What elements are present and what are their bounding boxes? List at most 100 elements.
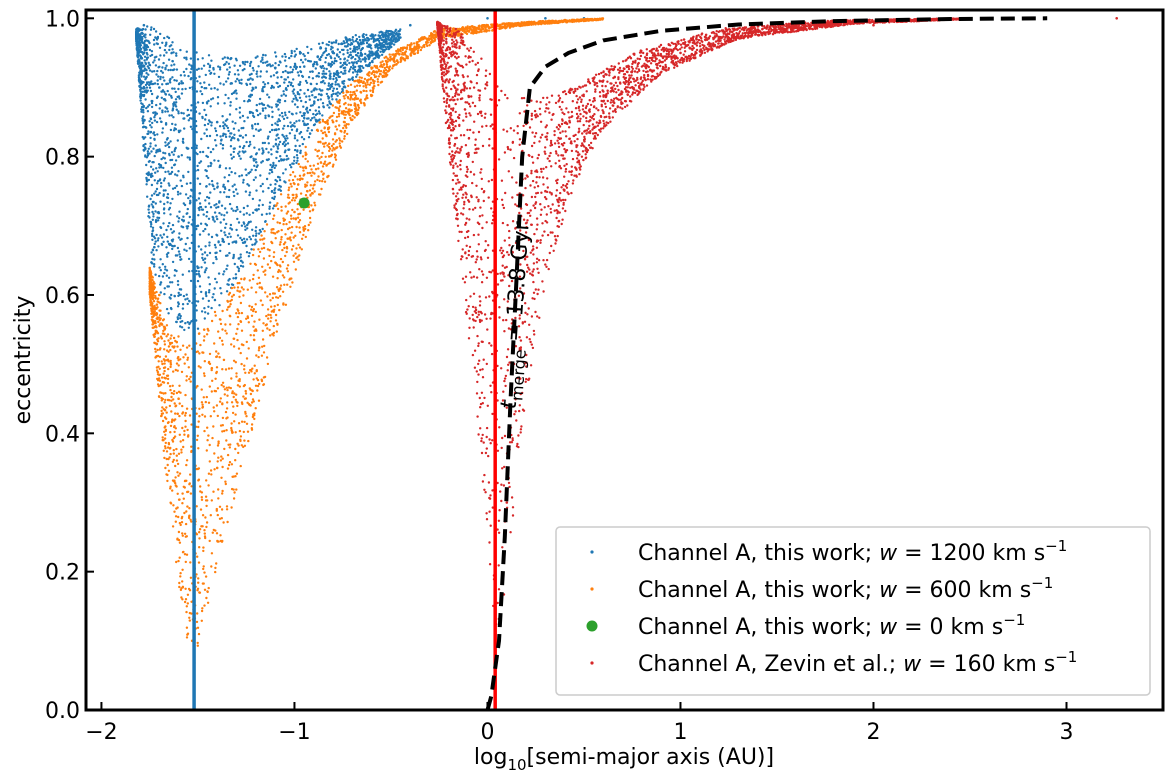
data-point [200,85,203,89]
data-point [363,39,367,42]
data-point [244,371,247,374]
data-point [254,176,257,179]
data-point [242,430,245,434]
data-point [384,35,387,38]
data-point [321,165,325,168]
data-point [389,43,392,47]
data-point [229,443,232,446]
data-point [348,53,351,57]
data-point [327,43,330,47]
data-point [304,165,307,168]
data-point [203,81,206,84]
data-point [302,233,305,237]
data-point [347,70,351,73]
data-point [172,392,175,396]
data-point [319,55,323,59]
data-point [184,425,187,428]
data-point [297,243,300,246]
data-point [252,159,256,162]
data-point [286,142,290,145]
data-point [491,29,494,32]
data-point [176,174,179,177]
data-point [249,262,252,265]
data-point [181,515,184,519]
data-point [179,572,182,575]
data-point [153,335,156,338]
data-point [162,381,166,384]
data-point [169,297,172,300]
data-point [289,71,292,74]
data-point [354,58,357,61]
data-point [254,122,257,126]
data-point [186,108,189,112]
data-point [224,133,227,136]
data-point [213,310,217,314]
data-point [168,93,171,96]
data-point [243,144,246,148]
data-point [342,53,345,56]
data-point [157,193,160,197]
data-point [175,560,178,564]
data-point [311,171,314,174]
data-point [188,215,191,219]
data-point [250,93,254,97]
data-point [174,482,177,485]
data-point [279,185,282,188]
data-point [294,53,297,56]
data-point [153,258,156,261]
data-point [208,385,211,388]
data-point [170,391,173,395]
data-point [205,128,208,131]
data-point [159,200,162,203]
data-point [237,422,241,425]
data-point [235,205,239,209]
data-point [208,83,211,87]
data-point [222,183,225,186]
data-point [151,294,154,297]
data-point [146,25,149,28]
data-point [198,233,202,236]
data-point [545,20,548,23]
data-point [166,240,169,243]
data-point [150,312,153,315]
data-point [326,144,329,147]
data-point [195,90,199,93]
data-point [332,146,335,150]
data-point [241,136,245,139]
data-point [231,391,234,395]
data-point [163,430,166,433]
data-point [346,49,349,52]
data-point [149,175,153,179]
data-point [159,391,162,394]
data-point [324,61,327,64]
data-point [170,96,173,99]
data-point [400,56,403,59]
data-point [304,185,307,188]
data-point [186,428,189,432]
data-point [269,334,272,337]
data-point [188,507,191,510]
data-point [362,33,365,36]
data-point [303,114,306,117]
data-point [286,237,289,240]
data-point [145,58,148,61]
data-point [208,443,211,447]
data-point [148,86,152,89]
data-point [325,92,329,96]
data-point [174,98,178,101]
data-point [227,293,231,296]
data-point [167,469,171,472]
data-point [277,63,280,67]
data-point [272,197,276,201]
data-point [350,61,354,64]
data-point [215,562,218,565]
data-point [236,217,239,221]
data-point [164,355,168,358]
data-point [349,90,352,94]
data-point [203,374,206,378]
data-point [234,413,237,416]
data-point [279,241,282,244]
data-point [292,244,295,248]
data-point [279,257,283,261]
data-point [178,472,182,475]
